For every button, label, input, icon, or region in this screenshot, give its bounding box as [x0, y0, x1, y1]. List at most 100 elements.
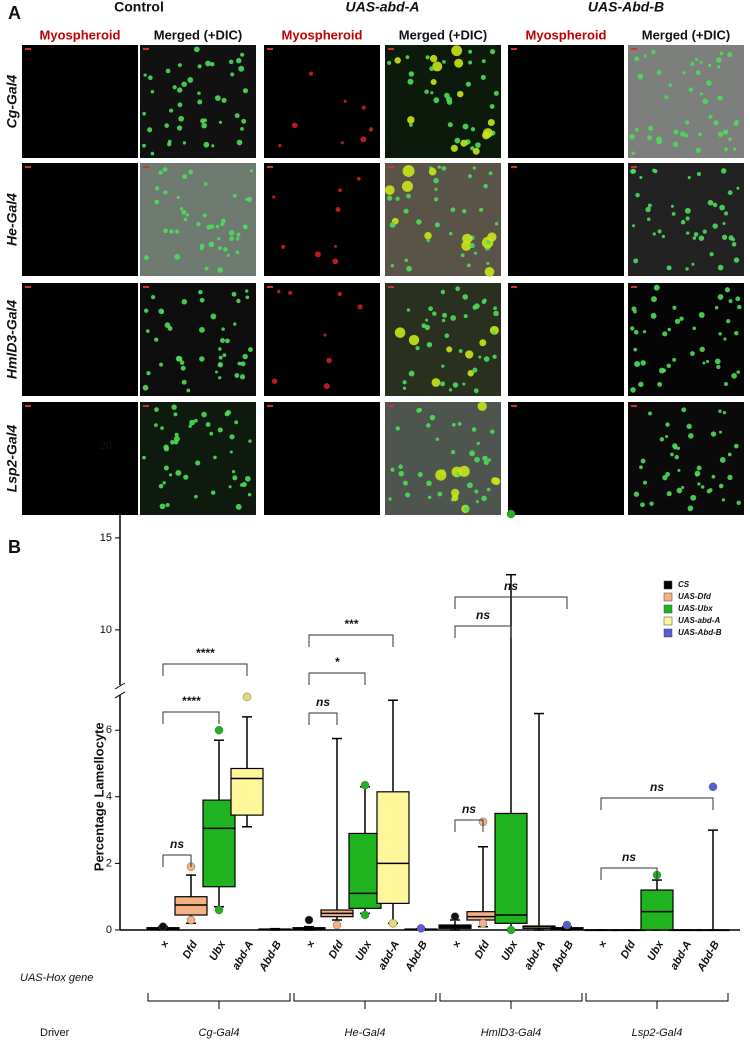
cell	[488, 171, 493, 176]
cell	[659, 437, 665, 442]
cell	[173, 412, 178, 417]
cell	[686, 423, 692, 430]
cell	[733, 443, 739, 449]
cell	[430, 79, 437, 86]
cell	[248, 439, 252, 443]
cell	[477, 401, 487, 411]
cell	[356, 176, 361, 181]
micrograph	[508, 163, 624, 276]
cell	[441, 166, 447, 171]
cell	[471, 427, 477, 432]
cell	[182, 141, 187, 145]
cell	[717, 131, 724, 138]
cell	[194, 494, 198, 499]
cell	[169, 229, 174, 234]
cell	[684, 207, 691, 214]
cell	[143, 255, 149, 261]
cell	[163, 228, 168, 234]
micrograph	[628, 45, 744, 158]
cell	[335, 207, 341, 212]
cell	[187, 77, 194, 83]
micrograph	[385, 402, 501, 515]
cell	[323, 383, 330, 390]
cell	[395, 426, 400, 431]
legend-label: UAS-Ubx	[678, 604, 713, 613]
cell	[651, 49, 656, 55]
cell	[716, 364, 721, 370]
cell	[688, 433, 694, 439]
cell	[158, 308, 164, 315]
cell	[176, 125, 183, 131]
cell	[670, 452, 674, 457]
cell	[240, 483, 244, 487]
cell	[483, 183, 488, 189]
cell	[210, 61, 215, 67]
cell	[691, 262, 695, 266]
cell	[631, 151, 636, 156]
cell	[688, 87, 694, 92]
cell	[673, 445, 678, 450]
cell	[215, 224, 220, 229]
cell	[203, 141, 210, 148]
cell	[714, 306, 719, 310]
scale-bar	[631, 166, 637, 168]
cell	[635, 192, 640, 198]
cell	[180, 365, 186, 371]
gene-label: Abd-B	[695, 939, 722, 974]
cell	[444, 333, 450, 339]
cell	[468, 60, 473, 65]
cell	[724, 211, 729, 216]
cell	[484, 266, 495, 277]
significance-label: *	[335, 655, 341, 669]
cell	[666, 491, 672, 497]
cell	[481, 59, 486, 64]
cell	[697, 482, 701, 486]
cell	[168, 473, 173, 477]
cell	[288, 290, 293, 295]
cell	[189, 419, 195, 426]
cell	[483, 459, 489, 465]
legend-swatch	[663, 628, 673, 638]
significance-label: ns	[622, 850, 636, 864]
cell	[679, 131, 686, 137]
cell	[717, 264, 724, 271]
cell	[696, 172, 701, 177]
cell	[277, 289, 281, 294]
cell	[482, 131, 491, 140]
cell	[218, 246, 222, 250]
cell	[228, 230, 235, 236]
cell	[179, 207, 184, 211]
significance-bracket	[454, 625, 512, 638]
cell	[728, 137, 732, 141]
scale-bar	[631, 286, 637, 288]
cell	[195, 460, 201, 466]
cell	[685, 120, 690, 125]
cell	[455, 286, 460, 292]
cell	[699, 346, 705, 353]
cell	[493, 90, 499, 96]
cell	[458, 465, 470, 477]
cell	[225, 338, 230, 344]
cell	[247, 492, 252, 497]
cell	[690, 351, 695, 356]
cell	[217, 362, 224, 368]
cell	[408, 370, 415, 377]
cell	[145, 329, 150, 333]
cell	[475, 500, 479, 504]
scale-bar	[511, 166, 517, 168]
scale-bar	[143, 405, 149, 407]
cell	[473, 388, 479, 394]
cell	[417, 407, 423, 413]
cell	[475, 142, 481, 148]
cell	[706, 80, 712, 86]
cell	[718, 409, 722, 413]
cell	[672, 305, 677, 310]
cell	[673, 129, 679, 135]
cell	[685, 267, 689, 271]
cell	[193, 418, 198, 423]
outlier	[214, 905, 224, 915]
micrograph	[22, 402, 138, 515]
cell	[164, 322, 171, 328]
cell	[314, 251, 321, 258]
cell	[432, 311, 437, 316]
